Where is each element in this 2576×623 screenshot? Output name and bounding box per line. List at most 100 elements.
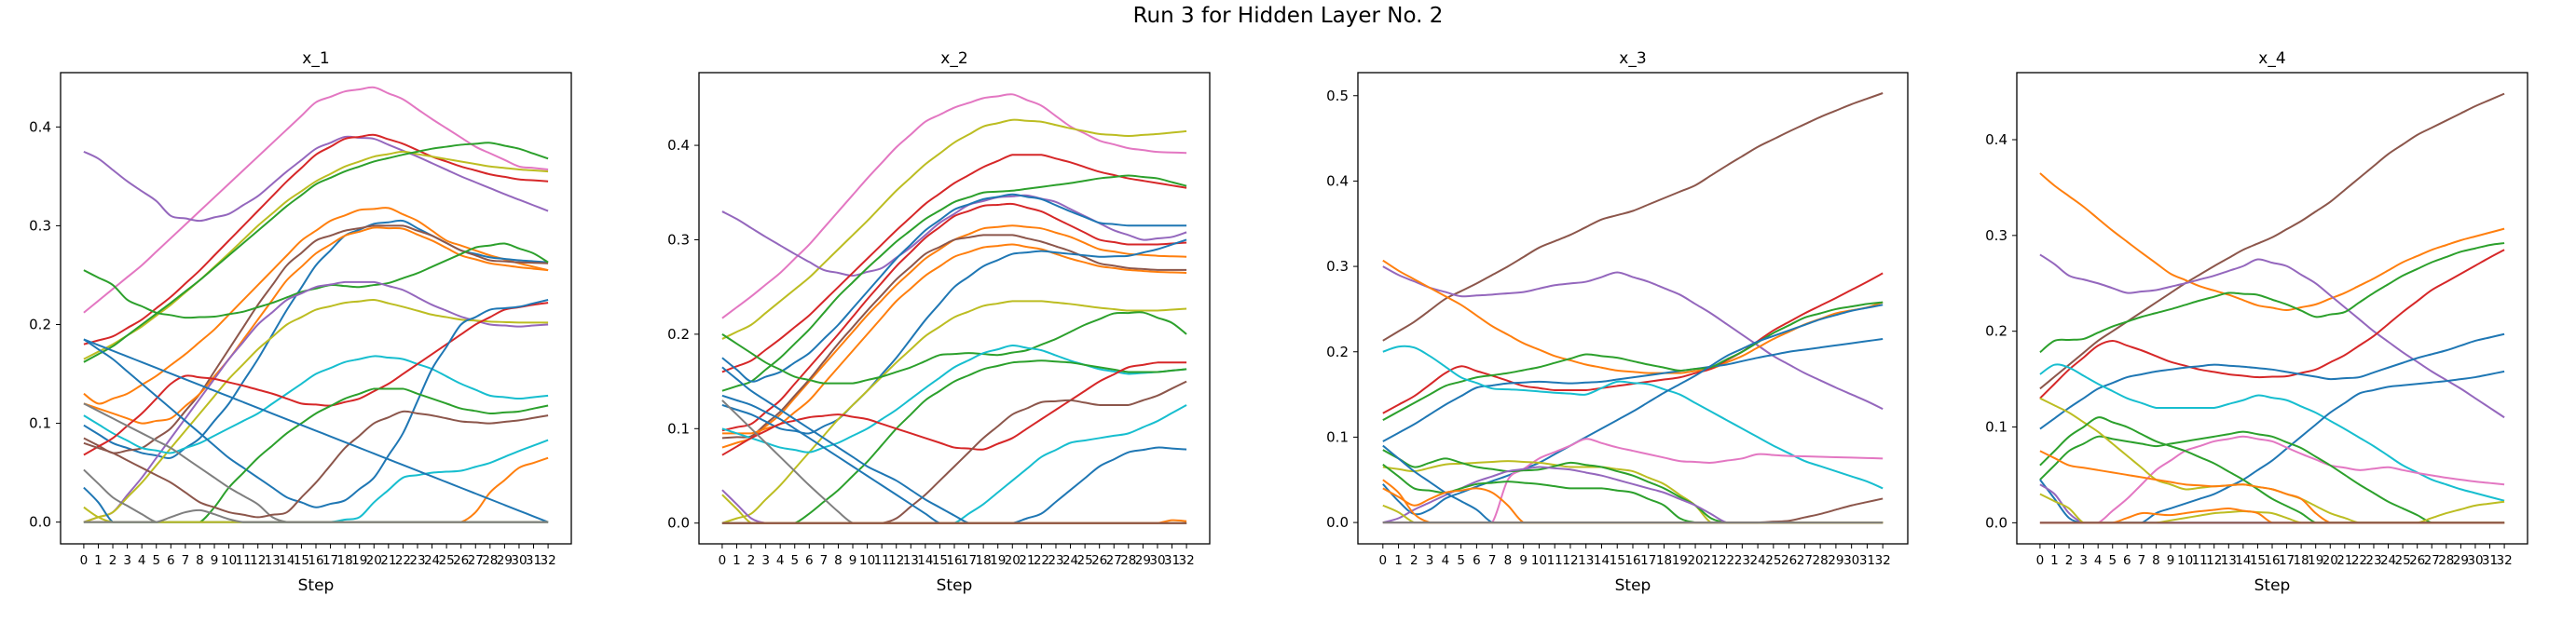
series-line <box>721 359 1187 524</box>
x-tick-label: 24 <box>1749 553 1765 568</box>
series-line <box>1382 345 1884 490</box>
y-tick-label: 0.3 <box>1326 258 1349 275</box>
x-tick-label: 23 <box>409 553 425 568</box>
x-tick-label: 5 <box>2108 553 2117 568</box>
x-tick-label: 15 <box>2250 553 2266 568</box>
x-tick-label: 3 <box>761 553 770 568</box>
x-tick-label: 9 <box>849 553 857 568</box>
series-line <box>2039 332 2505 430</box>
series-line <box>83 242 549 319</box>
x-tick-label: 24 <box>2380 553 2396 568</box>
y-tick-label: 0.2 <box>1326 344 1349 360</box>
x-tick-label: 15 <box>932 553 948 568</box>
subplot-title: x_1 <box>302 49 329 68</box>
x-tick-label: 4 <box>1442 553 1450 568</box>
x-tick-label: 1 <box>1394 553 1403 568</box>
series-line <box>83 486 549 523</box>
x-tick-label: 30 <box>1843 553 1859 568</box>
series-line <box>1382 438 1884 524</box>
x-tick-label: 26 <box>453 553 469 568</box>
series-line <box>2039 92 2505 390</box>
x-tick-label: 4 <box>138 553 146 568</box>
subplot-4: x_40 1 2 3 4 5 6 7 8 9 101112131415161718192021222… <box>1985 49 2528 595</box>
y-tick-label: 0.1 <box>1326 428 1349 445</box>
series-line <box>721 361 1187 456</box>
series-line <box>721 311 1187 385</box>
x-tick-label: 15 <box>294 553 309 568</box>
x-tick-label: 18 <box>1656 553 1672 568</box>
series-line <box>83 355 549 454</box>
series-line <box>2039 253 2505 419</box>
series-line <box>83 468 549 523</box>
series-line <box>1382 301 1884 421</box>
x-tick-label: 30 <box>511 553 527 568</box>
x-tick-label: 20 <box>1005 553 1021 568</box>
subplot-1: x_10 1 2 3 4 5 6 7 8 9 101112131415161718192021222… <box>29 49 572 595</box>
series-line <box>721 193 1187 383</box>
y-tick-label: 0.0 <box>1985 514 2007 531</box>
x-tick-label: 2 <box>1410 553 1418 568</box>
x-tick-label: 9 <box>2167 553 2175 568</box>
series-line <box>721 345 1187 454</box>
series-line <box>2039 242 2505 354</box>
x-tick-label: 16 <box>946 553 962 568</box>
x-tick-label: 23 <box>2365 553 2381 568</box>
x-tick-label: 7 <box>820 553 829 568</box>
y-tick-label: 0.1 <box>667 420 690 437</box>
series-line <box>2039 172 2505 312</box>
x-tick-label: 27 <box>1106 553 1122 568</box>
x-tick-label: 21 <box>380 553 396 568</box>
x-tick-label: 16 <box>2264 553 2280 568</box>
series-line <box>721 93 1187 319</box>
series-line <box>721 234 1187 440</box>
series-line <box>83 338 549 523</box>
x-tick-label: 11 <box>1547 553 1563 568</box>
series-line <box>721 366 1187 524</box>
x-tick-label: 6 <box>2123 553 2131 568</box>
x-tick-label: 28 <box>482 553 498 568</box>
x-axis-label: Step <box>298 576 335 595</box>
x-tick-label: 18 <box>2294 553 2309 568</box>
x-tick-label: 19 <box>2308 553 2323 568</box>
x-tick-label: 18 <box>976 553 992 568</box>
series-line <box>83 298 549 523</box>
x-tick-label: 2 <box>747 553 756 568</box>
series-line <box>83 219 549 460</box>
subplot-title: x_3 <box>1619 49 1646 68</box>
series-line <box>2039 450 2505 524</box>
series-line <box>721 400 1187 524</box>
x-tick-label: 20 <box>2323 553 2338 568</box>
x-tick-label: 3 <box>1426 553 1434 568</box>
subplot-2: x_20 1 2 3 4 5 6 7 8 9 101112131415161718192021222… <box>667 49 1211 595</box>
series-line <box>2039 507 2505 524</box>
x-tick-label: 10 <box>221 553 237 568</box>
series-group <box>1382 92 1884 524</box>
x-tick-label: 12 <box>888 553 904 568</box>
x-tick-label: 5 <box>790 553 799 568</box>
x-tick-label: 10 <box>2177 553 2193 568</box>
y-tick-label: 0.3 <box>29 217 51 234</box>
series-line <box>83 86 549 314</box>
y-tick-label: 0.0 <box>667 515 690 532</box>
x-tick-label: 1 <box>733 553 741 568</box>
series-line <box>721 300 1187 524</box>
figure-title: Run 3 for Hidden Layer No. 2 <box>1132 4 1444 28</box>
x-tick-label: 14 <box>1594 553 1610 568</box>
series-line <box>1382 265 1884 411</box>
x-tick-label: 30 <box>1149 553 1165 568</box>
x-tick-label: 19 <box>351 553 367 568</box>
y-tick-label: 0.1 <box>1985 419 2007 436</box>
x-tick-label: 27 <box>468 553 484 568</box>
x-tick-label: 17 <box>322 553 338 568</box>
y-tick-label: 0.0 <box>1326 514 1349 531</box>
series-group <box>721 93 1187 524</box>
x-tick-label: 16 <box>308 553 323 568</box>
x-tick-label: 4 <box>2094 553 2103 568</box>
x-tick-label: 10 <box>1531 553 1547 568</box>
series-line <box>83 135 549 223</box>
series-line <box>83 508 549 523</box>
x-tick-label: 2 <box>109 553 117 568</box>
x-tick-label: 14 <box>917 553 933 568</box>
series-line <box>1382 504 1884 524</box>
x-tick-label: 7 <box>182 553 190 568</box>
